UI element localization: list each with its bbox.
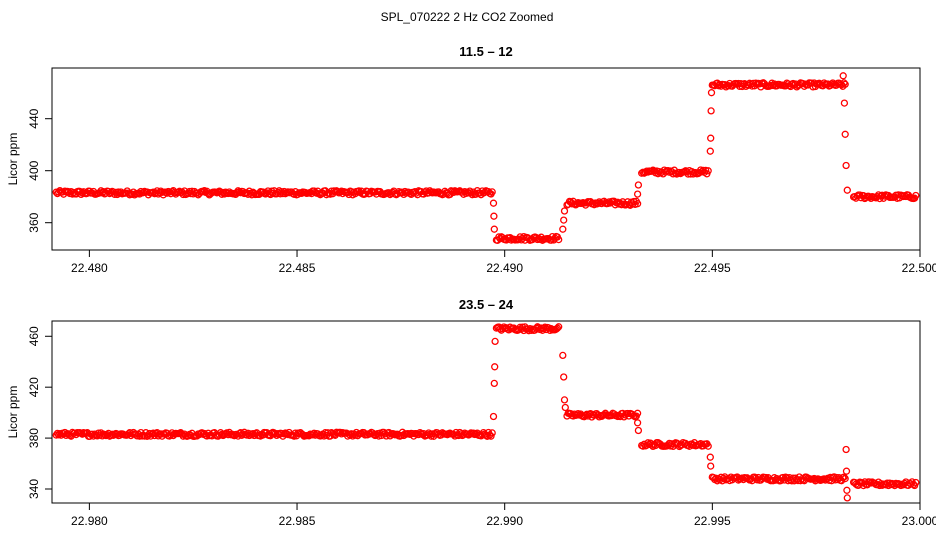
y-tick-label: 460 [27, 326, 41, 346]
data-point [135, 432, 144, 440]
data-points [52, 323, 920, 502]
data-point [633, 190, 642, 198]
x-tick-label: 22.980 [71, 514, 108, 528]
x-tick-label: 23.000 [902, 514, 936, 528]
chart-panel-2: 23.5 – 24 Licor ppm 22.980 22.985 22.990 22.9… [6, 297, 936, 528]
data-point [561, 403, 569, 412]
data-point [555, 235, 563, 244]
data-point [704, 167, 712, 175]
data-point [559, 351, 567, 360]
data-point [487, 432, 495, 440]
data-point [547, 236, 555, 244]
y-tick-label: 420 [27, 377, 41, 397]
figure-title: SPL_070222 2 Hz CO2 Zoomed [381, 10, 554, 24]
y-tick-label: 360 [27, 212, 41, 232]
data-point [716, 80, 724, 89]
x-tick-label: 22.990 [486, 514, 523, 528]
data-point [490, 379, 498, 388]
data-point [707, 462, 715, 470]
data-point [214, 188, 222, 196]
data-point [843, 186, 851, 194]
data-point [840, 79, 848, 87]
data-point [704, 442, 712, 450]
data-points [52, 72, 920, 244]
data-point [912, 191, 920, 200]
panel-title: 11.5 – 12 [459, 44, 513, 59]
data-point [560, 373, 568, 381]
data-point [866, 478, 874, 486]
data-point [633, 200, 642, 208]
data-point [559, 225, 567, 233]
data-point [842, 467, 851, 475]
data-point [840, 99, 849, 107]
data-point [772, 476, 780, 484]
data-point [706, 453, 714, 461]
data-point [841, 130, 849, 138]
data-point [841, 474, 849, 483]
data-point [633, 409, 642, 417]
data-point [842, 445, 850, 454]
data-point [560, 216, 568, 224]
x-tick-label: 22.485 [279, 261, 316, 275]
data-point [912, 478, 920, 487]
x-tick-label: 22.480 [71, 261, 108, 275]
y-tick-label: 400 [27, 160, 41, 180]
data-point [560, 207, 569, 215]
panel-title: 23.5 – 24 [459, 297, 514, 312]
data-point [706, 147, 714, 155]
y-tick-label: 440 [27, 108, 41, 128]
data-point [843, 486, 851, 494]
data-point [895, 480, 904, 488]
y-tick-label: 340 [27, 479, 41, 499]
x-tick-label: 22.495 [694, 261, 731, 275]
data-point [488, 188, 496, 196]
data-point [634, 181, 643, 189]
y-axis-label: Licor ppm [6, 386, 20, 439]
y-tick-label: 380 [27, 428, 41, 448]
data-point [491, 363, 499, 371]
data-point [744, 475, 753, 483]
data-point [707, 134, 715, 142]
data-point [397, 431, 405, 440]
data-point [648, 167, 656, 175]
data-point [489, 412, 498, 421]
plot-frame [51, 67, 921, 251]
chart-panel-1: 11.5 – 12 Licor ppm 22.480 22.485 22.490 22.4… [6, 44, 936, 275]
x-tick-label: 22.500 [902, 261, 936, 275]
data-point [56, 429, 64, 438]
x-tick-label: 22.490 [486, 261, 523, 275]
data-point [490, 225, 498, 233]
data-point [634, 426, 643, 435]
data-point [707, 107, 715, 115]
data-point [841, 80, 849, 88]
data-point [707, 89, 716, 97]
data-point [633, 419, 642, 427]
data-point [594, 199, 602, 207]
data-point [839, 72, 847, 80]
x-tick-label: 22.995 [694, 514, 731, 528]
data-point [491, 337, 499, 346]
data-point [488, 429, 496, 437]
data-point [843, 494, 851, 502]
data-point [490, 212, 498, 220]
y-axis-label: Licor ppm [6, 133, 20, 186]
x-tick-label: 22.985 [279, 514, 316, 528]
data-point [840, 473, 848, 481]
data-point [555, 323, 563, 331]
data-point [560, 396, 569, 404]
plot-frame [51, 320, 921, 504]
data-point [553, 324, 562, 332]
data-point [489, 199, 498, 207]
data-point [842, 161, 850, 170]
